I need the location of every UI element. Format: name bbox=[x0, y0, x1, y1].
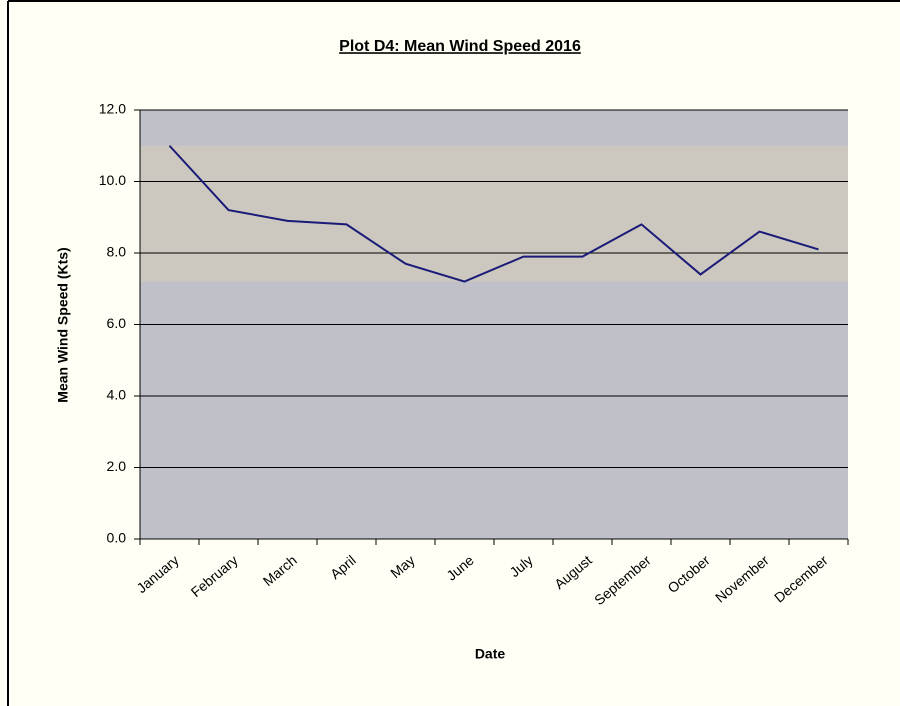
shaded-range bbox=[140, 145, 848, 282]
y-tick-label: 0.0 bbox=[107, 530, 127, 546]
x-tick-label: September bbox=[591, 552, 654, 608]
y-tick-label: 6.0 bbox=[107, 315, 127, 331]
y-tick-label: 10.0 bbox=[99, 172, 126, 188]
y-tick-label: 12.0 bbox=[99, 101, 126, 117]
x-tick-label: March bbox=[260, 552, 300, 589]
x-tick-label: January bbox=[133, 552, 181, 596]
series-line bbox=[168, 145, 819, 283]
y-tick-label: 2.0 bbox=[107, 458, 127, 474]
x-tick-label: February bbox=[188, 552, 241, 600]
y-tick-label: 8.0 bbox=[107, 244, 127, 260]
x-tick-label: April bbox=[327, 552, 359, 582]
x-tick-label: May bbox=[387, 552, 418, 581]
y-tick-label: 4.0 bbox=[107, 387, 127, 403]
x-tick-label: August bbox=[551, 552, 595, 592]
y-axis-label: Mean Wind Speed (Kts) bbox=[55, 247, 71, 402]
chart-title: Plot D4: Mean Wind Speed 2016 bbox=[339, 38, 581, 55]
x-tick-label: December bbox=[771, 552, 831, 606]
x-tick-label: July bbox=[506, 552, 535, 580]
x-tick-label: November bbox=[712, 552, 772, 606]
x-axis-label: Date bbox=[475, 646, 506, 662]
x-tick-label: October bbox=[664, 552, 713, 596]
x-tick-label: June bbox=[443, 552, 477, 584]
